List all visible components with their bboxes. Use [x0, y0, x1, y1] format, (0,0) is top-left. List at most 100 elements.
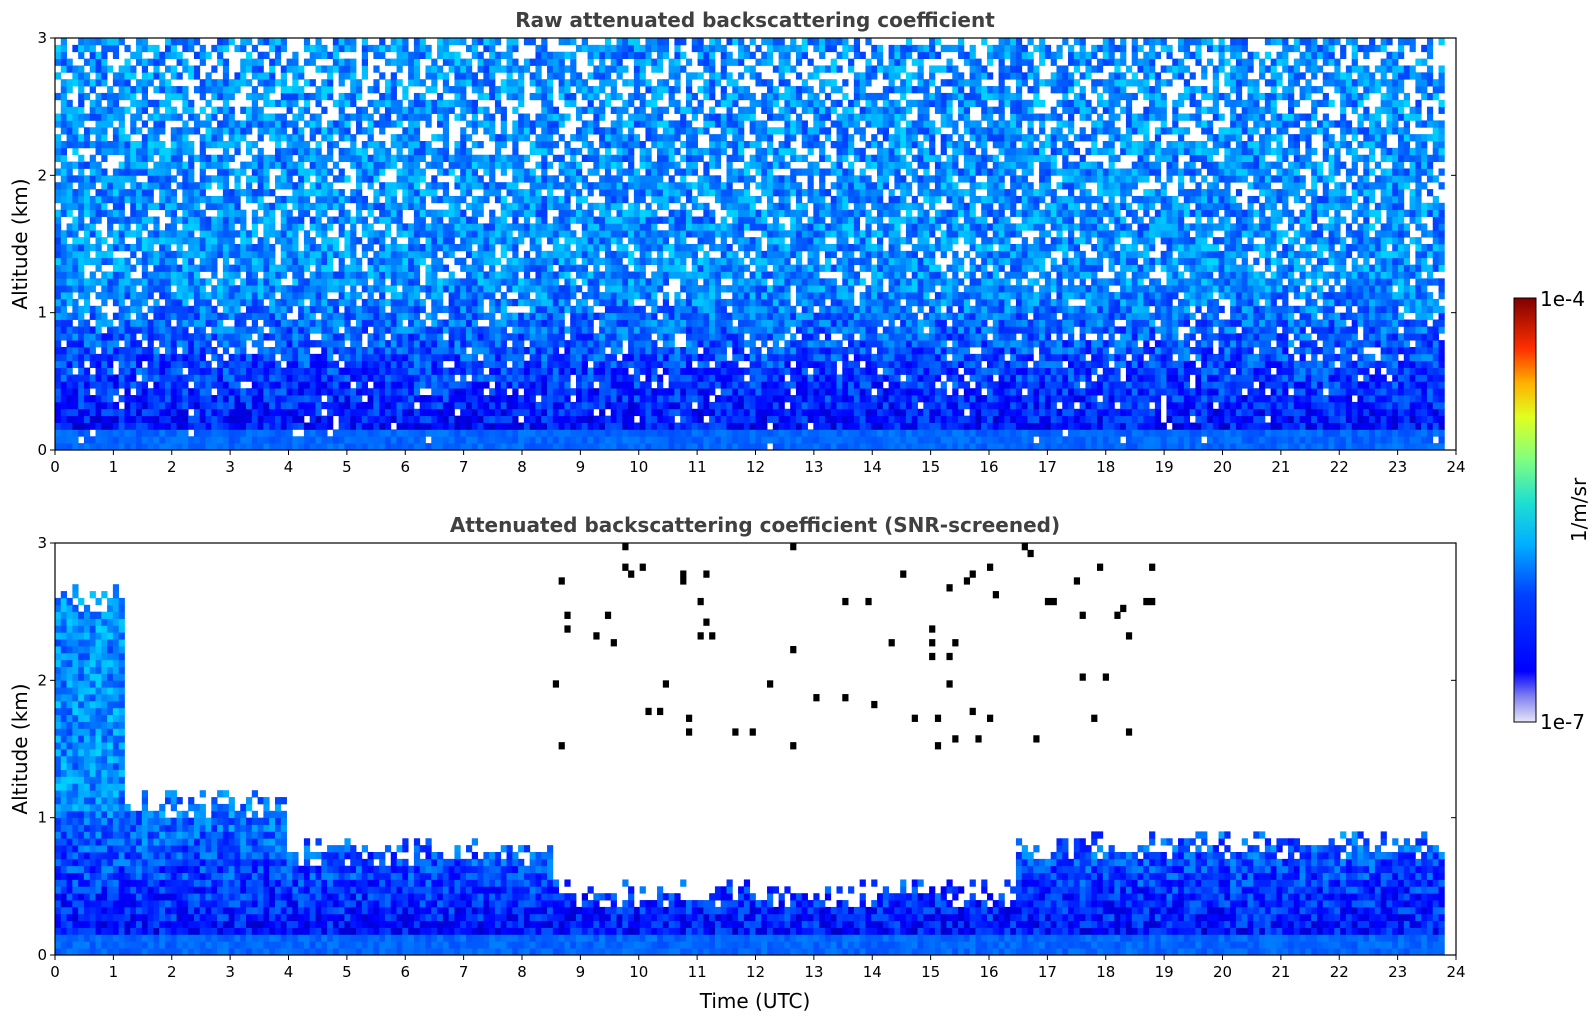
- heatmap-cell: [639, 154, 646, 162]
- heatmap-cell: [263, 278, 270, 286]
- heatmap-cell: [639, 72, 646, 80]
- heatmap-cell: [477, 250, 484, 259]
- heatmap-cell: [419, 79, 426, 87]
- heatmap-cell: [593, 285, 600, 293]
- heatmap-cell: [356, 415, 363, 423]
- heatmap-cell: [552, 422, 560, 430]
- heatmap-cell: [477, 401, 484, 410]
- heatmap-cell: [176, 422, 183, 430]
- heatmap-cell: [303, 202, 311, 211]
- heatmap-cell: [535, 401, 542, 410]
- heatmap-cell: [448, 237, 455, 245]
- heatmap-cell: [315, 127, 322, 135]
- heatmap-cell: [159, 264, 166, 272]
- heatmap-cell: [72, 388, 79, 396]
- heatmap-cell: [205, 388, 212, 396]
- heatmap-cell: [448, 223, 455, 231]
- heatmap-cell: [182, 223, 189, 231]
- heatmap-cell: [298, 147, 305, 156]
- heatmap-cell: [228, 237, 235, 245]
- heatmap-cell: [570, 415, 577, 423]
- heatmap-cell: [60, 65, 67, 73]
- heatmap-cell: [298, 367, 305, 375]
- heatmap-cell: [448, 340, 455, 348]
- heatmap-cell: [413, 340, 421, 348]
- heatmap-cell: [622, 408, 629, 417]
- heatmap-cell: [164, 333, 172, 341]
- heatmap-cell: [199, 216, 206, 224]
- heatmap-cell: [72, 271, 79, 279]
- heatmap-cell: [72, 347, 79, 355]
- heatmap-cell: [159, 415, 166, 423]
- heatmap-cell: [327, 154, 334, 162]
- heatmap-cell: [454, 312, 461, 320]
- heatmap-cell: [489, 360, 496, 368]
- heatmap-cell: [512, 237, 519, 245]
- heatmap-cell: [633, 92, 641, 101]
- heatmap-cell: [460, 347, 467, 355]
- heatmap-cell: [373, 202, 380, 211]
- heatmap-cell: [413, 106, 421, 114]
- heatmap-cell: [396, 244, 403, 252]
- heatmap-cell: [228, 395, 235, 403]
- heatmap-cell: [523, 319, 531, 327]
- heatmap-cell: [344, 237, 351, 245]
- heatmap-cell: [413, 388, 421, 396]
- heatmap-cell: [338, 147, 345, 156]
- heatmap-cell: [118, 106, 125, 114]
- heatmap-cell: [89, 154, 96, 162]
- heatmap-cell: [350, 147, 357, 156]
- heatmap-cell: [263, 182, 270, 190]
- heatmap-cell: [66, 99, 73, 108]
- heatmap-cell: [188, 422, 195, 430]
- heatmap-cell: [303, 79, 311, 87]
- heatmap-cell: [616, 113, 623, 121]
- heatmap-cell: [217, 401, 224, 410]
- heatmap-cell: [147, 305, 154, 314]
- heatmap-cell: [89, 182, 96, 190]
- heatmap-cell: [500, 278, 507, 286]
- heatmap-cell: [466, 202, 473, 211]
- heatmap-cell: [321, 202, 328, 211]
- heatmap-cell: [286, 264, 293, 272]
- heatmap-cell: [130, 360, 137, 368]
- heatmap-cell: [610, 353, 617, 362]
- heatmap-cell: [136, 422, 143, 430]
- heatmap-cell: [408, 65, 415, 73]
- heatmap-cell: [234, 305, 241, 314]
- heatmap-cell: [431, 381, 438, 389]
- heatmap-cell: [124, 175, 131, 183]
- heatmap-cell: [576, 374, 583, 382]
- heatmap-cell: [564, 305, 571, 314]
- heatmap-cell: [327, 72, 334, 80]
- heatmap-cell: [500, 182, 507, 190]
- heatmap-cell: [587, 106, 594, 114]
- heatmap-cell: [639, 360, 646, 368]
- heatmap-cell: [101, 415, 108, 423]
- heatmap-cell: [390, 58, 397, 66]
- heatmap-cell: [454, 436, 461, 444]
- heatmap-cell: [257, 147, 264, 156]
- heatmap-cell: [246, 415, 253, 423]
- heatmap-cell: [576, 395, 583, 403]
- heatmap-cell: [454, 147, 461, 156]
- heatmap-cell: [518, 127, 525, 135]
- heatmap-cell: [199, 106, 206, 114]
- heatmap-cell: [367, 244, 374, 252]
- heatmap-cell: [552, 388, 560, 396]
- heatmap-cell: [471, 408, 478, 417]
- heatmap-cell: [107, 257, 114, 265]
- heatmap-cell: [83, 38, 91, 46]
- heatmap-cell: [130, 182, 137, 190]
- heatmap-cell: [78, 374, 85, 382]
- heatmap-cell: [552, 415, 560, 423]
- heatmap-cell: [506, 271, 513, 279]
- heatmap-cell: [72, 134, 79, 142]
- heatmap-cell: [217, 230, 224, 238]
- heatmap-cell: [147, 154, 154, 162]
- heatmap-cell: [257, 38, 264, 46]
- heatmap-cell: [78, 223, 85, 231]
- heatmap-cell: [570, 285, 577, 293]
- heatmap-cell: [408, 127, 415, 135]
- heatmap-cell: [610, 51, 617, 59]
